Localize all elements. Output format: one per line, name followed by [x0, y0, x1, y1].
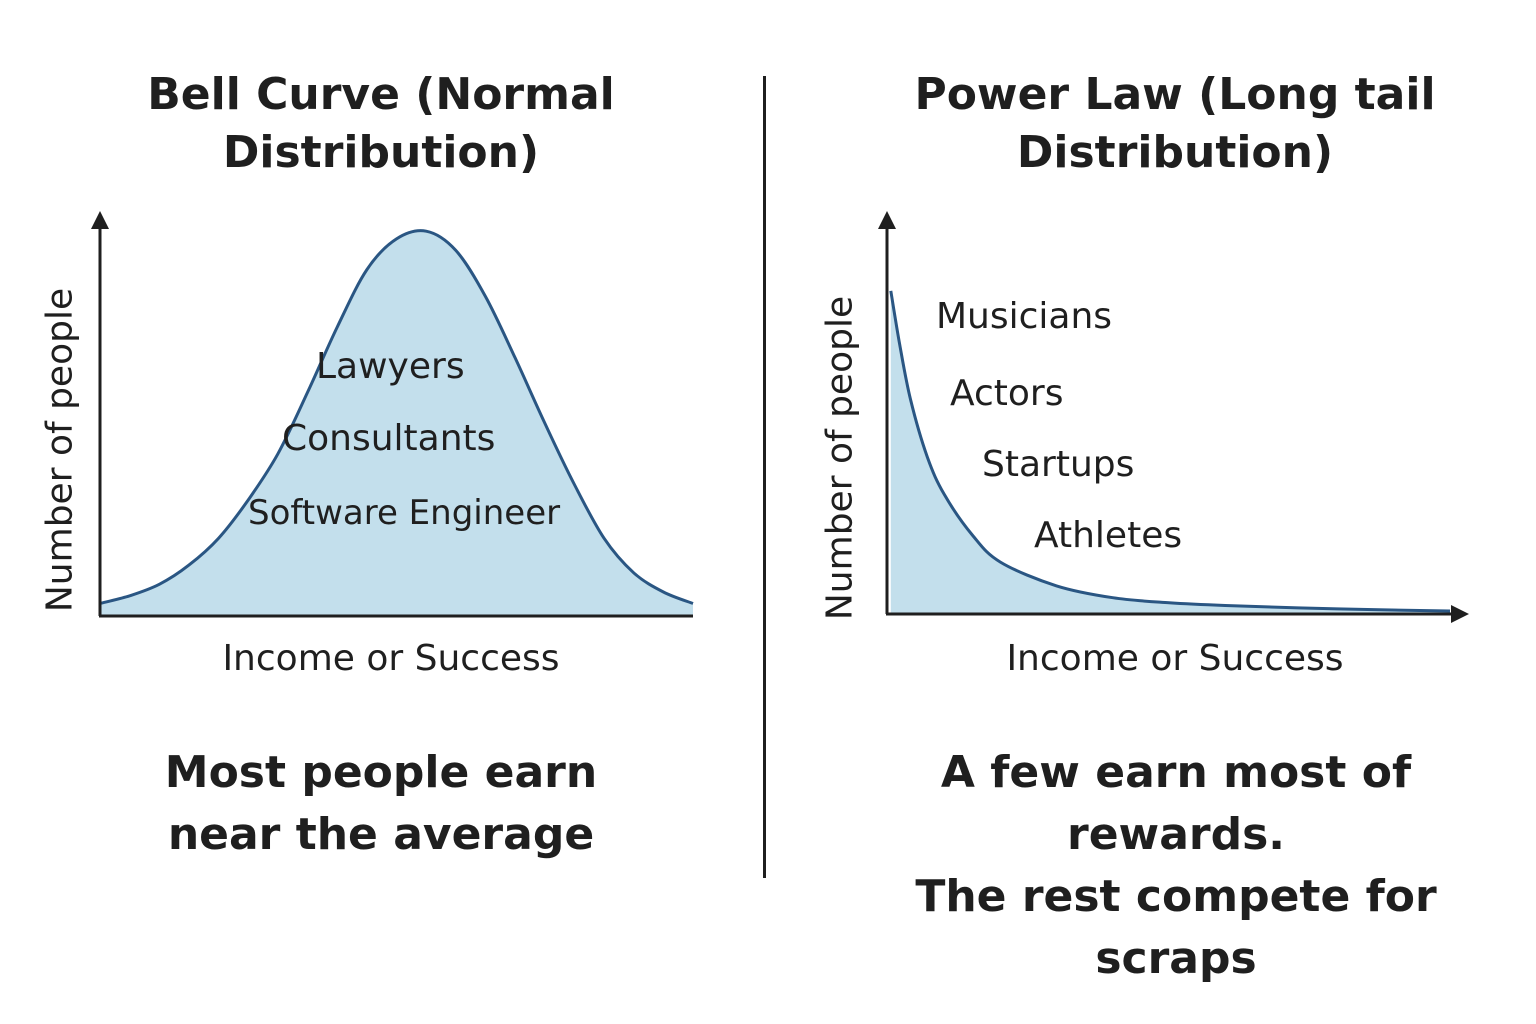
bell-caption: Most people earn near the average — [96, 742, 666, 866]
bell-curve-title: Bell Curve (Normal Distribution) — [96, 66, 666, 182]
power-title-line-2: Distribution) — [1016, 127, 1334, 178]
bell-x-axis-label: Income or Success — [222, 638, 560, 679]
bell-title-line-2: Distribution) — [222, 127, 540, 178]
label-athletes: Athletes — [1034, 515, 1183, 556]
bell-caption-line-1: Most people earn — [164, 747, 598, 798]
power-title-line-1: Power Law (Long tail — [914, 69, 1436, 120]
label-software-engineer: Software Engineer — [248, 493, 561, 533]
power-y-axis-label: Number of people — [819, 295, 861, 621]
power-law-chart — [878, 211, 1469, 623]
bell-title-line-1: Bell Curve (Normal — [147, 69, 615, 120]
power-caption-line-1: A few earn most of rewards. — [940, 747, 1412, 860]
label-consultants: Consultants — [282, 418, 496, 459]
label-actors: Actors — [950, 373, 1064, 414]
power-law-area — [890, 290, 1450, 613]
label-lawyers: Lawyers — [316, 346, 465, 387]
panel-divider — [763, 76, 766, 878]
power-law-title: Power Law (Long tail Distribution) — [880, 66, 1470, 182]
power-x-axis-label: Income or Success — [1006, 638, 1344, 679]
bell-caption-line-2: near the average — [167, 809, 595, 860]
bell-curve-chart — [91, 211, 694, 618]
power-caption: A few earn most of rewards. The rest com… — [866, 742, 1486, 990]
power-law-line — [889, 290, 1451, 613]
label-musicians: Musicians — [936, 296, 1113, 337]
power-caption-line-2: The rest compete for scraps — [915, 871, 1437, 984]
label-startups: Startups — [982, 444, 1135, 485]
bell-curve-area — [100, 230, 693, 616]
bell-curve-line — [99, 229, 694, 605]
